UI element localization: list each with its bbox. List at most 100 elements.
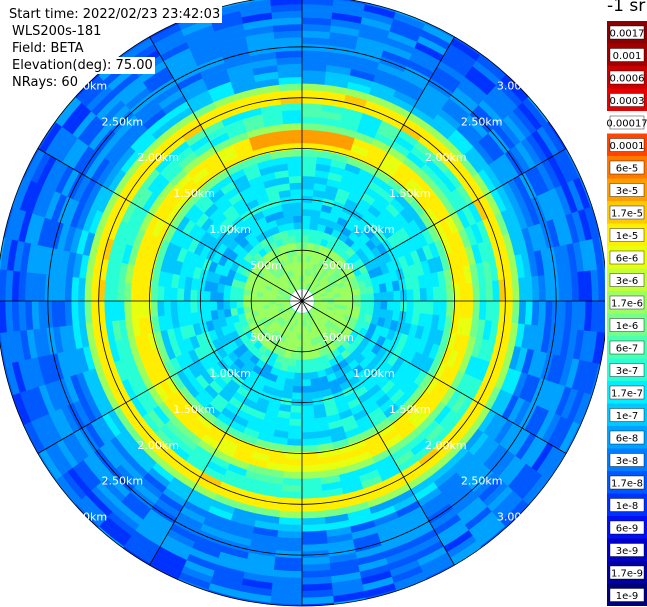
ppi-cell — [285, 149, 303, 158]
ppi-cell — [380, 300, 388, 311]
ppi-cell — [301, 89, 325, 98]
ppi-grid — [0, 0, 605, 607]
ppi-cell — [511, 300, 520, 324]
colorbar-label-box — [609, 228, 645, 242]
ppi-cell — [478, 300, 487, 321]
range-label: 2.00km — [137, 151, 179, 164]
ppi-cell — [278, 517, 303, 526]
ppi-cell — [57, 300, 67, 327]
ppi-cell — [288, 169, 303, 177]
ppi-cell — [366, 300, 375, 309]
ppi-cell — [286, 438, 303, 447]
ppi-cell — [275, 300, 284, 304]
ppi-cell — [278, 76, 303, 85]
ppi-cell — [301, 122, 321, 131]
ppi-cell — [301, 241, 309, 250]
ppi-cell — [296, 248, 303, 256]
ppi-cell — [299, 274, 303, 283]
ppi-cell — [359, 287, 368, 296]
azimuth-spoke — [37, 148, 303, 302]
ppi-cell — [301, 458, 320, 466]
ppi-cell — [57, 275, 67, 302]
ppi-cell — [90, 278, 99, 302]
ppi-cell — [104, 300, 113, 322]
ppi-cell — [432, 286, 441, 302]
colorbar-label-box — [609, 273, 645, 287]
ppi-cell — [307, 351, 315, 360]
ppi-cell — [130, 282, 139, 302]
colorbar-label: 1.7e-6 — [611, 299, 643, 310]
ppi-cell — [203, 300, 211, 312]
ppi-cell — [301, 444, 319, 453]
colorbar-label-box — [609, 565, 645, 580]
colorbar-label-box — [609, 70, 645, 85]
ppi-cell — [279, 504, 303, 513]
ppi-cell — [301, 63, 328, 72]
ppi-cell — [117, 300, 126, 321]
colorbar-label-box — [609, 475, 645, 490]
colorbar-label: 1e-5 — [616, 231, 639, 242]
ppi-cell — [301, 0, 334, 6]
ppi-cell — [285, 444, 303, 453]
azimuth-spoke — [301, 300, 567, 454]
ppi-cell — [301, 431, 317, 440]
ppi-cell — [262, 300, 270, 306]
field-name: Field: BETA — [12, 40, 86, 57]
ppi-cell — [183, 288, 191, 302]
ppi-cell — [301, 155, 318, 164]
ppi-cell — [288, 418, 303, 427]
ppi-cell — [296, 346, 303, 354]
ppi-cell — [156, 300, 165, 317]
ppi-cell — [287, 162, 303, 171]
range-label: 3.00km — [66, 511, 108, 524]
ppi-cell — [243, 306, 252, 314]
ppi-cell — [77, 277, 86, 302]
ppi-cell — [308, 364, 318, 374]
ppi-cell — [236, 306, 245, 315]
ppi-cell — [176, 300, 185, 315]
ppi-cell — [293, 372, 303, 380]
ppi-cell — [301, 405, 314, 414]
range-label: 1.00km — [209, 223, 251, 236]
ppi-cell — [491, 280, 500, 302]
ppi-cell — [249, 295, 257, 302]
range-label: 2.50km — [461, 475, 503, 488]
colorbar-label: 1e-8 — [616, 501, 639, 512]
range-label: 500m — [322, 259, 354, 272]
ppi-cell — [150, 300, 159, 318]
ppi-cell — [249, 300, 257, 307]
colorbar-label: 0.0006 — [610, 74, 645, 85]
ppi-cell — [353, 294, 362, 302]
ppi-cell — [445, 284, 454, 302]
ppi-cell — [301, 228, 310, 237]
ppi-cell — [301, 490, 323, 499]
range-label: 2.50km — [101, 475, 143, 488]
ppi-cell — [386, 291, 395, 302]
ppi-cell — [276, 536, 303, 546]
ppi-cell — [301, 352, 309, 361]
ppi-cell — [413, 288, 421, 302]
azimuth-spoke — [301, 148, 567, 302]
ppi-cell — [283, 122, 303, 131]
ppi-cell — [84, 278, 93, 302]
ppi-cell — [288, 175, 303, 184]
ppi-cell — [360, 293, 368, 302]
range-label: 2.50km — [101, 115, 143, 128]
ppi-cell — [393, 300, 401, 312]
colorbar-label-box — [609, 183, 645, 197]
ppi-cell — [301, 392, 313, 400]
colorbar-label: 1.7e-7 — [611, 389, 643, 400]
colorbar-label: 6e-5 — [616, 164, 639, 175]
ppi-cell — [524, 300, 533, 326]
colorbar-label-box — [609, 453, 645, 467]
colorbar-label-box — [609, 205, 645, 220]
ppi-cell — [294, 235, 303, 243]
ppi-cell — [301, 319, 305, 328]
ppi-cell — [296, 255, 303, 263]
ppi-cell — [137, 283, 145, 302]
ppi-cell — [301, 175, 316, 184]
ppi-cell — [279, 83, 303, 92]
ppi-cell — [426, 287, 434, 302]
ppi-cell — [603, 268, 605, 289]
range-label: 500m — [250, 331, 282, 344]
